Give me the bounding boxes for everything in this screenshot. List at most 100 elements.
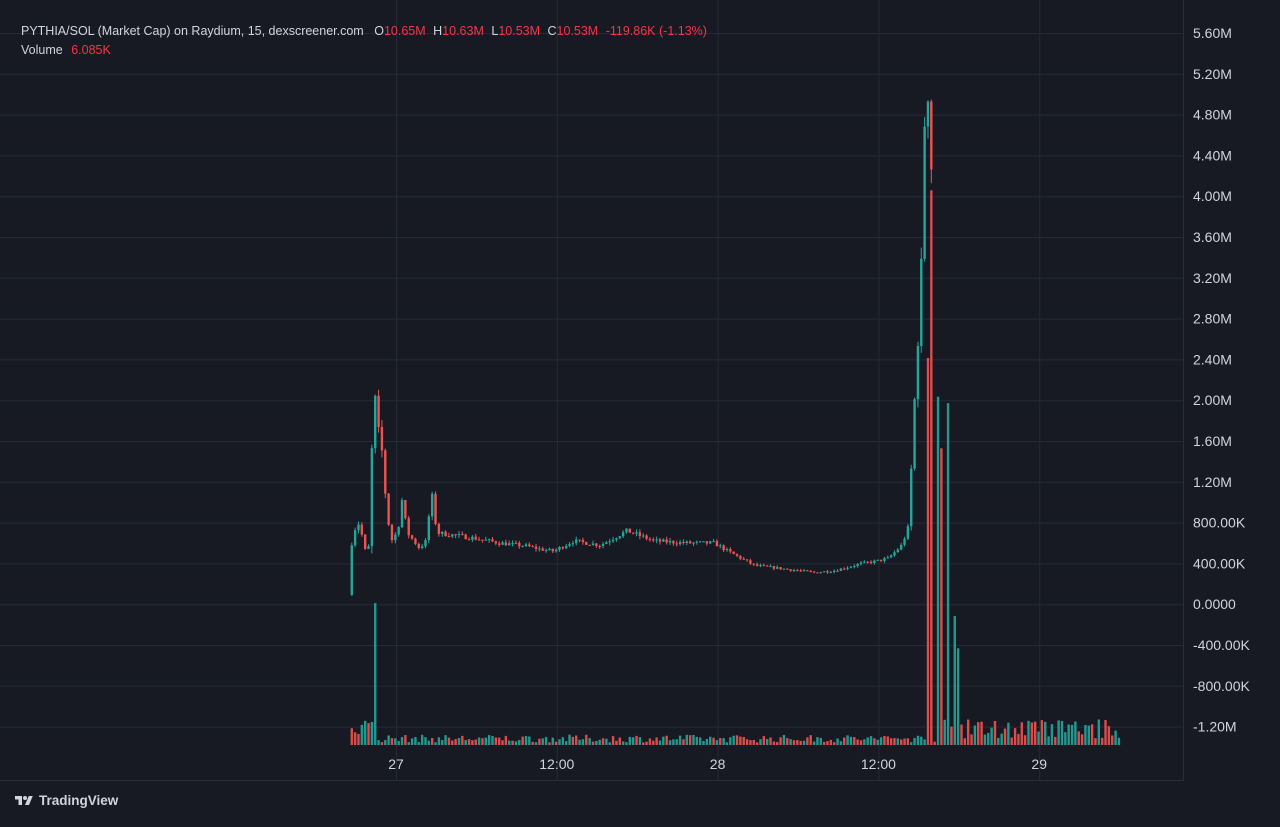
volume-bar [906,738,910,745]
volume-bar [789,739,792,745]
volume-bar [779,737,782,745]
candle-body [668,540,672,543]
candle-body [655,539,658,541]
volume-bar [635,735,638,745]
volume-bar [1104,720,1107,745]
candle-body [451,534,454,537]
candle-body [759,565,762,567]
price-candles [350,99,933,596]
volume-bar [655,737,658,745]
price-tick-label: -400.00K [1193,637,1250,653]
volume-bar [1117,737,1121,745]
candle-body [839,568,843,572]
volume-bar [692,734,695,745]
candle-body [923,126,926,259]
volume-bar [531,741,534,745]
volume-bar [846,735,849,745]
volume-bar [464,740,467,745]
volume-bar [601,738,605,745]
volume-bar [709,736,712,745]
candle-body [353,530,357,546]
volume-bar [384,740,387,745]
candle-body [809,570,812,572]
candle-body [876,559,879,561]
volume-bar [698,737,702,745]
candle-body [749,560,752,564]
candle-body [380,426,384,451]
close-value: 10.53M [556,24,599,38]
candle-body [464,534,467,540]
volume-bar [856,739,859,745]
volume-bar [1094,738,1097,745]
tradingview-logo-text: TradingView [39,793,119,808]
volume-bar [920,736,923,745]
candle-body [702,541,705,543]
volume-bar [977,722,980,745]
time-axis[interactable]: 27 12:00 28 12:00 29 [388,756,1047,772]
candle-body [843,568,846,570]
candle-body [494,541,498,544]
candle-body [551,548,554,552]
symbol-title: PYTHIA/SOL (Market Cap) on Raydium, 15, … [21,24,364,38]
volume-bar [1067,724,1070,745]
volume-bar [893,738,896,745]
volume-bar [923,739,926,745]
candle-body [350,545,353,596]
price-tick-label: 400.00K [1193,555,1246,571]
volume-bar [1114,730,1117,745]
candle-body [601,543,605,547]
candle-body [913,399,916,469]
volume-bar [1013,728,1017,745]
candle-body [776,567,779,569]
volume-bar [360,724,364,745]
volume-bar [638,737,642,745]
candle-body [799,570,802,572]
candle-body [407,518,410,536]
candle-body [437,524,441,534]
candle-body [578,539,581,541]
volume-bar [832,742,836,745]
candle-body [692,542,695,544]
volume-bar [732,735,735,745]
price-tick-label: 1.60M [1193,433,1232,449]
price-axis[interactable]: 5.60M 5.20M 4.80M 4.40M 4.00M 3.60M 3.20M 2.80M… [1193,25,1250,735]
volume-bar [407,742,410,745]
candle-body [374,395,377,449]
volume-bar [668,740,672,745]
candle-body [866,561,869,563]
volume-bar [933,741,936,745]
candle-body [628,528,632,533]
low-label: L [491,24,499,38]
volume-bar [990,727,993,745]
candle-body [605,542,608,544]
candle-body [786,568,789,570]
time-tick-label: 12:00 [861,756,896,772]
candle-body [434,493,437,525]
volume-bar [1023,735,1027,745]
volume-bar [1030,722,1034,745]
candle-body [745,559,749,561]
volume-bar [598,739,601,745]
candle-body [430,493,434,517]
volume-bar [715,740,719,745]
candle-body [420,546,424,548]
candle-body [390,524,394,541]
candle-body [856,563,859,567]
volume-bar [1057,720,1060,745]
tradingview-logo[interactable]: TradingView [12,793,118,808]
volume-bar [1097,719,1101,745]
volume-bar [451,740,454,745]
candle-body [400,500,404,528]
volume-bar [608,742,611,745]
candle-body [869,561,873,563]
volume-bar [742,737,745,745]
volume-bar [719,738,722,745]
volume-bar [457,738,461,745]
volume-bar [849,736,853,745]
candle-body [554,549,558,552]
time-tick-label: 28 [710,756,726,772]
volume-bar [822,741,826,745]
candle-body [859,562,863,564]
